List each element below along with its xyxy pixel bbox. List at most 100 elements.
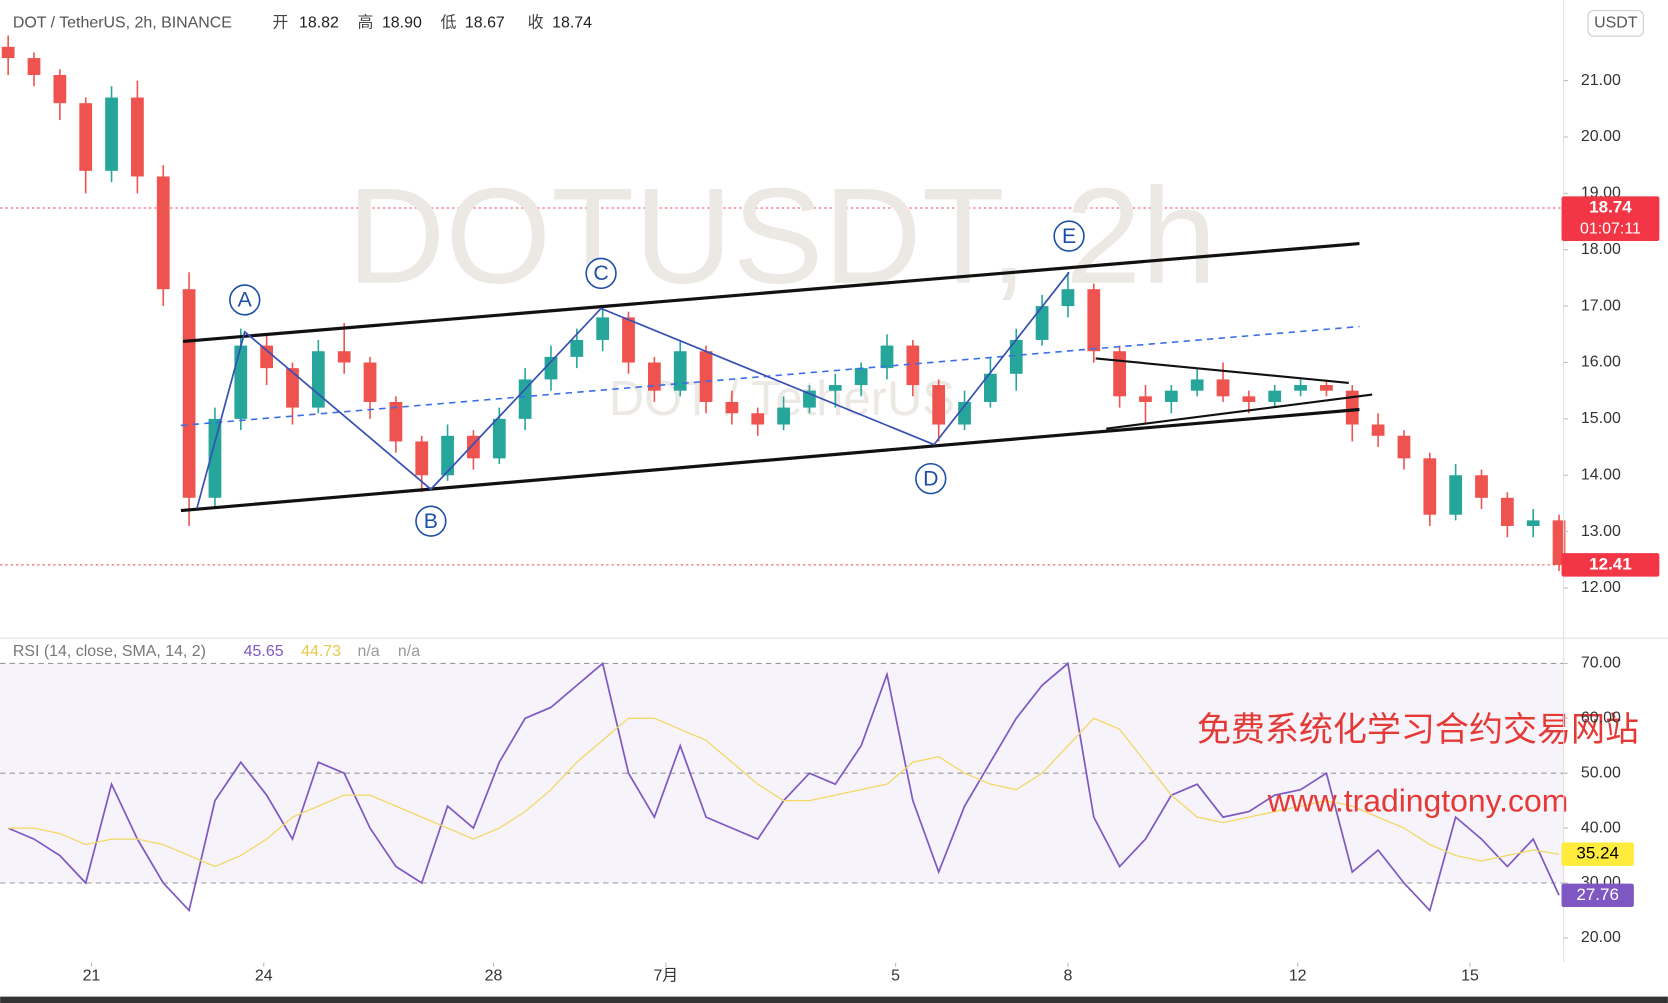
- header-symbol: DOT / TetherUS, 2h, BINANCE: [13, 15, 232, 32]
- promo-text: 免费系统化学习合约交易网站: [1197, 711, 1639, 749]
- candle-body: [1500, 497, 1514, 526]
- wave-label: B: [424, 509, 438, 533]
- candle-body: [156, 176, 170, 290]
- header-high: 18.90: [382, 15, 422, 32]
- x-tick-label: 21: [83, 968, 101, 985]
- header-close: 18.74: [552, 15, 592, 32]
- header-low-label: 低: [440, 14, 456, 32]
- header-close-label: 收: [528, 14, 544, 32]
- wave-circle: [229, 284, 261, 316]
- rsi-legend-value: n/a: [398, 643, 420, 660]
- candle-body: [1113, 351, 1127, 397]
- x-tick-label: 24: [255, 968, 273, 985]
- y-tick-label: 21.00: [1581, 72, 1621, 89]
- wave-circle: [915, 462, 947, 495]
- y-tick-label: 40.00: [1581, 819, 1621, 836]
- x-tick-label: 5: [891, 968, 900, 985]
- x-tick-label: 12: [1289, 968, 1307, 985]
- y-tick-label: 15.00: [1581, 410, 1621, 427]
- wave-circle: [1053, 220, 1085, 252]
- rsi-legend-value: n/a: [357, 643, 379, 660]
- candle-body: [1164, 390, 1178, 402]
- candle-body: [1190, 379, 1204, 391]
- y-tick-label: 12.00: [1581, 579, 1621, 596]
- x-tick-label: 28: [485, 968, 503, 985]
- candle-body: [27, 58, 41, 75]
- candle-body: [208, 418, 222, 498]
- candle-body: [958, 401, 971, 425]
- candle-body: [1216, 379, 1230, 397]
- candle-body: [1397, 435, 1411, 459]
- candle-body: [182, 289, 196, 498]
- rsi-legend-value: 45.65: [244, 643, 284, 660]
- candle-body: [1345, 390, 1359, 425]
- wave-path: [196, 271, 1070, 509]
- y-tick-label: 70.00: [1581, 655, 1621, 672]
- candle-body: [1061, 289, 1075, 307]
- candle-body: [234, 345, 248, 419]
- last-value-box: [1561, 842, 1634, 866]
- watermark: DOTUSDT, 2h: [347, 160, 1217, 312]
- candle-body: [854, 368, 868, 386]
- candle-body: [492, 418, 506, 459]
- triangle-top: [1095, 357, 1349, 384]
- currency-box[interactable]: [1587, 10, 1644, 37]
- candle-body: [389, 401, 403, 442]
- header-open-label: 开: [272, 15, 288, 32]
- candle-body: [984, 373, 997, 402]
- rsi-line: [8, 717, 1560, 868]
- rsi-legend-value: 44.73: [301, 643, 341, 660]
- header-high-label: 高: [357, 14, 373, 32]
- candle-body: [1320, 385, 1333, 391]
- candle-body: [1139, 396, 1152, 402]
- y-tick-label: 50.00: [1581, 764, 1621, 781]
- price-label: 12.41: [1589, 554, 1632, 573]
- y-tick-label: 13.00: [1581, 523, 1621, 540]
- wave-circle: [585, 257, 617, 290]
- candle-body: [596, 317, 610, 340]
- candle-body: [622, 317, 635, 363]
- header-open: 18.82: [299, 15, 339, 32]
- candle-body: [415, 441, 429, 476]
- candle-body: [260, 345, 274, 369]
- price-label-box: [1561, 196, 1660, 241]
- candle-body: [751, 413, 765, 425]
- wave-circle: [415, 505, 447, 537]
- candle-body: [1268, 390, 1282, 402]
- price-label-box: [1561, 553, 1660, 577]
- channel-top: [182, 241, 1360, 344]
- candle-body: [1035, 306, 1049, 340]
- y-tick-label: 16.00: [1581, 354, 1621, 371]
- x-tick-label: 8: [1063, 968, 1072, 985]
- bottom-border: [0, 996, 1668, 1003]
- candle-body: [1294, 385, 1307, 391]
- candle-body: [1449, 475, 1463, 515]
- y-tick-label: 20.00: [1581, 929, 1621, 946]
- candle-body: [518, 379, 532, 419]
- candle-body: [1087, 289, 1101, 352]
- wave-labels: A B C D E: [229, 220, 1085, 537]
- candle-body: [777, 407, 790, 425]
- candle-body: [1423, 458, 1437, 515]
- last-value-label: 27.76: [1576, 885, 1619, 904]
- candle-body: [441, 435, 454, 476]
- candle-body: [79, 103, 93, 171]
- candle-body: [544, 356, 558, 380]
- triangle-bottom: [1106, 393, 1373, 430]
- wave-label: C: [593, 261, 608, 285]
- candle-body: [1475, 475, 1488, 498]
- last-value-box: [1561, 883, 1634, 907]
- y-tick-label: 20.00: [1581, 128, 1621, 145]
- y-tick-label: 17.00: [1581, 297, 1621, 314]
- currency[interactable]: USDT: [1594, 15, 1638, 32]
- last-value-label: 35.24: [1576, 844, 1619, 863]
- candle-body: [1526, 520, 1540, 526]
- rsi-title: RSI (14, close, SMA, 14, 2): [13, 643, 206, 660]
- header-low: 18.67: [465, 15, 505, 32]
- wave-label: A: [238, 288, 253, 312]
- candle-body: [906, 345, 920, 386]
- x-tick-label: 15: [1461, 968, 1479, 985]
- candle-body: [647, 362, 661, 391]
